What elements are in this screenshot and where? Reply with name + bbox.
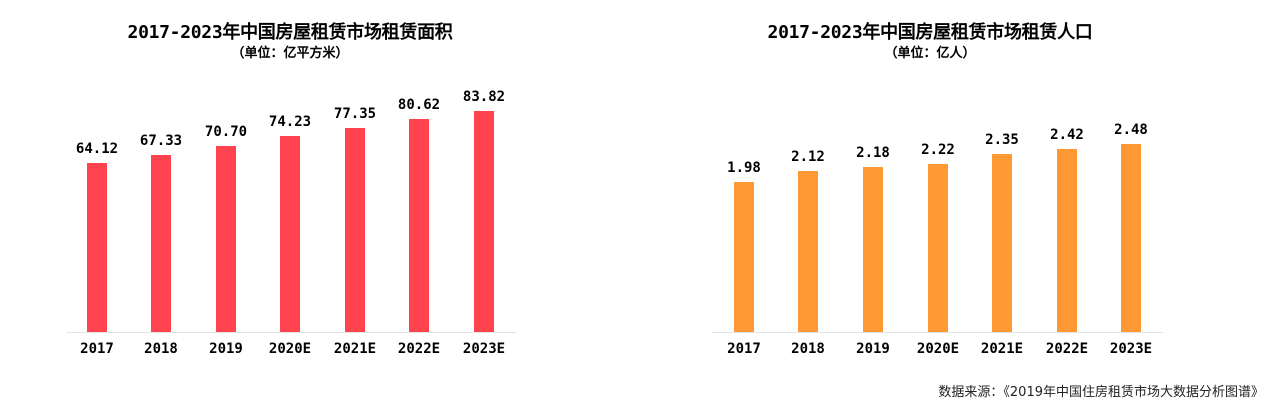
category-label: 2022E: [397, 341, 441, 357]
value-label: 80.62: [397, 97, 441, 114]
value-label: 77.35: [333, 106, 377, 123]
bar: [863, 166, 883, 332]
value-label: 2.35: [985, 131, 1019, 148]
area-chart: 2017-2023年中国房屋租赁市场租赁面积 （单位：亿平方米） 64.12 20…: [0, 0, 580, 370]
x-axis-line: [712, 332, 1163, 333]
category-label: 2018: [144, 341, 178, 357]
value-label: 2.22: [921, 141, 955, 158]
category-label: 2020E: [268, 341, 312, 357]
category-label: 2021E: [333, 341, 377, 357]
category-label: 2017: [80, 341, 114, 357]
category-label: 2017: [727, 341, 761, 357]
value-label: 2.12: [791, 149, 825, 166]
category-label: 2020E: [916, 341, 960, 357]
x-axis-line: [66, 332, 516, 333]
chart-title: 2017-2023年中国房屋租赁市场租赁人口: [767, 22, 1093, 43]
category-label: 2023E: [462, 341, 506, 357]
value-label: 70.70: [204, 123, 248, 140]
bar: [216, 145, 236, 332]
category-label: 2019: [209, 341, 243, 357]
bar: [1057, 148, 1077, 332]
category-label: 2022E: [1045, 341, 1089, 357]
bar: [280, 136, 300, 332]
bar: [798, 171, 818, 332]
bar: [474, 111, 494, 332]
value-label: 2.48: [1114, 122, 1148, 138]
chart-title: 2017-2023年中国房屋租赁市场租赁面积: [127, 22, 453, 43]
value-label: 2.42: [1050, 126, 1084, 143]
data-source: 数据来源：《2019年中国住房租赁市场大数据分析图谱》: [938, 385, 1264, 400]
bar: [1121, 144, 1141, 332]
bar: [409, 119, 429, 332]
bar: [928, 163, 948, 332]
bar: [734, 182, 754, 332]
category-label: 2019: [856, 341, 890, 357]
value-label: 1.98: [727, 160, 761, 176]
value-label: 64.12: [75, 141, 119, 157]
category-label: 2023E: [1109, 341, 1153, 357]
bar: [87, 163, 107, 332]
category-label: 2018: [791, 341, 825, 357]
population-chart: 2017-2023年中国房屋租赁市场租赁人口 （单位：亿人） 1.98 2017 2…: [640, 0, 1220, 370]
chart-subtitle: （单位：亿平方米）: [231, 46, 349, 61]
value-label: 67.33: [139, 132, 183, 149]
bar: [345, 128, 365, 332]
bar: [151, 154, 171, 332]
value-label: 83.82: [462, 89, 506, 105]
chart-subtitle: （单位：亿人）: [884, 46, 976, 61]
value-label: 2.18: [856, 144, 890, 161]
value-label: 74.23: [268, 114, 312, 131]
bar: [992, 153, 1012, 332]
category-label: 2021E: [980, 341, 1024, 357]
